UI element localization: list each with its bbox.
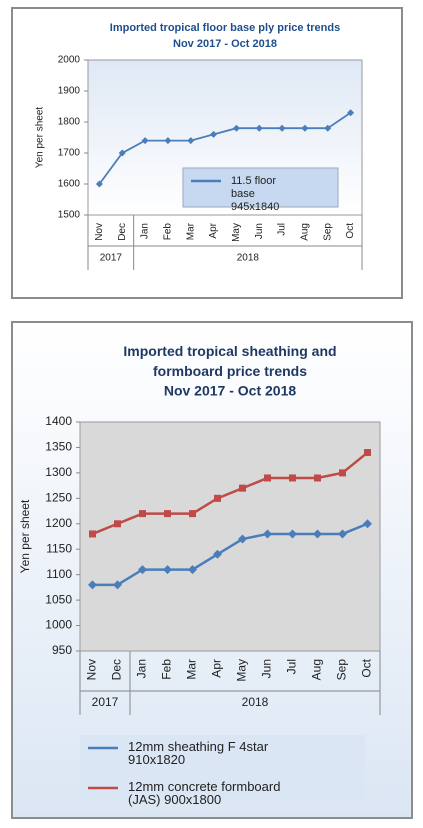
x-tick-label: Apr — [210, 659, 224, 678]
marker — [338, 529, 347, 539]
x-tick-label: Jul — [285, 659, 299, 674]
y-tick-label: 1050 — [45, 592, 72, 606]
marker — [213, 549, 222, 559]
group-label: 2017 — [100, 253, 123, 264]
y-axis-label: Yen per sheet — [35, 107, 46, 169]
marker — [113, 580, 122, 590]
y-tick-label: 2000 — [58, 55, 81, 66]
x-tick-label: May — [231, 223, 242, 242]
marker — [363, 519, 372, 529]
x-tick-label: Oct — [360, 658, 374, 677]
x-tick-label: Nov — [94, 223, 105, 241]
chart-subtitle: Nov 2017 - Oct 2018 — [173, 38, 277, 50]
legend-box — [182, 167, 339, 208]
y-tick-label: 1600 — [58, 179, 81, 190]
x-tick-label: Jul — [277, 223, 288, 236]
legend-label: 11.5 floor base 945x1840 — [231, 175, 279, 213]
marker — [313, 529, 322, 539]
marker — [138, 565, 147, 575]
y-tick-label: 1250 — [45, 491, 72, 505]
y-tick-label: 1400 — [45, 414, 72, 428]
marker — [239, 484, 246, 492]
marker — [339, 469, 346, 477]
y-tick-label: 1800 — [58, 117, 81, 128]
x-tick-label: Jun — [260, 659, 274, 678]
group-label: 2017 — [92, 695, 119, 709]
marker — [278, 124, 286, 132]
y-tick-label: 1500 — [58, 210, 81, 221]
marker — [288, 529, 297, 539]
marker — [164, 137, 172, 145]
marker — [139, 510, 146, 518]
marker — [238, 534, 247, 544]
legend-label: 12mm sheathing F 4star 910x1820 — [128, 739, 269, 767]
marker — [347, 109, 355, 117]
chart-title: Imported tropical floor base ply price t… — [110, 22, 340, 34]
x-tick-label: Dec — [117, 223, 128, 241]
marker — [163, 565, 172, 575]
marker — [114, 520, 121, 528]
x-tick-label: Jun — [254, 223, 265, 239]
marker — [255, 124, 263, 132]
y-tick-label: 1700 — [58, 148, 81, 159]
series-line — [98, 111, 352, 185]
x-tick-label: Jan — [135, 659, 149, 678]
x-tick-label: Aug — [300, 223, 311, 241]
series-line — [92, 451, 369, 536]
y-tick-label: 1350 — [45, 440, 72, 454]
chart-subtitle: Nov 2017 - Oct 2018 — [164, 383, 297, 399]
x-tick-label: Feb — [163, 223, 174, 241]
marker — [88, 580, 97, 590]
marker — [214, 494, 221, 502]
marker — [364, 449, 371, 457]
marker — [301, 124, 309, 132]
x-tick-label: Sep — [335, 659, 349, 681]
group-label: 2018 — [242, 695, 269, 709]
plot-area — [79, 421, 381, 652]
y-axis-label: Yen per sheet — [18, 499, 32, 573]
y-tick-label: 950 — [52, 643, 72, 657]
marker — [289, 474, 296, 482]
x-tick-label: Feb — [160, 659, 174, 680]
x-tick-label: Nov — [85, 659, 99, 680]
marker — [189, 510, 196, 518]
marker — [188, 565, 197, 575]
legend-label: 12mm concrete formboard (JAS) 900x1800 — [128, 779, 280, 807]
y-tick-label: 1300 — [45, 465, 72, 479]
y-tick-label: 1000 — [45, 618, 72, 632]
x-tick-label: Sep — [322, 223, 333, 241]
x-tick-label: Oct — [345, 223, 356, 239]
marker — [141, 137, 149, 145]
marker — [314, 474, 321, 482]
x-tick-label: Mar — [185, 222, 196, 240]
x-tick-label: Dec — [110, 659, 124, 680]
group-label: 2018 — [237, 253, 260, 264]
marker — [210, 130, 218, 138]
y-tick-label: 1100 — [46, 567, 72, 581]
marker — [187, 137, 195, 145]
legend-box — [80, 735, 365, 801]
x-tick-label: May — [235, 659, 249, 682]
marker — [232, 124, 240, 132]
x-tick-label: Apr — [208, 222, 219, 238]
x-tick-label: Jan — [140, 223, 151, 239]
y-tick-label: 1200 — [45, 516, 72, 530]
y-tick-label: 1900 — [58, 86, 81, 97]
marker — [324, 124, 332, 132]
x-tick-label: Mar — [185, 659, 199, 680]
x-tick-label: Aug — [310, 659, 324, 680]
marker — [164, 510, 171, 518]
marker — [118, 149, 126, 157]
chart-title: Imported tropical sheathing and formboard… — [123, 343, 336, 379]
marker — [263, 529, 272, 539]
marker — [89, 530, 96, 538]
y-tick-label: 1150 — [46, 541, 72, 555]
marker — [264, 474, 271, 482]
marker — [95, 180, 103, 188]
